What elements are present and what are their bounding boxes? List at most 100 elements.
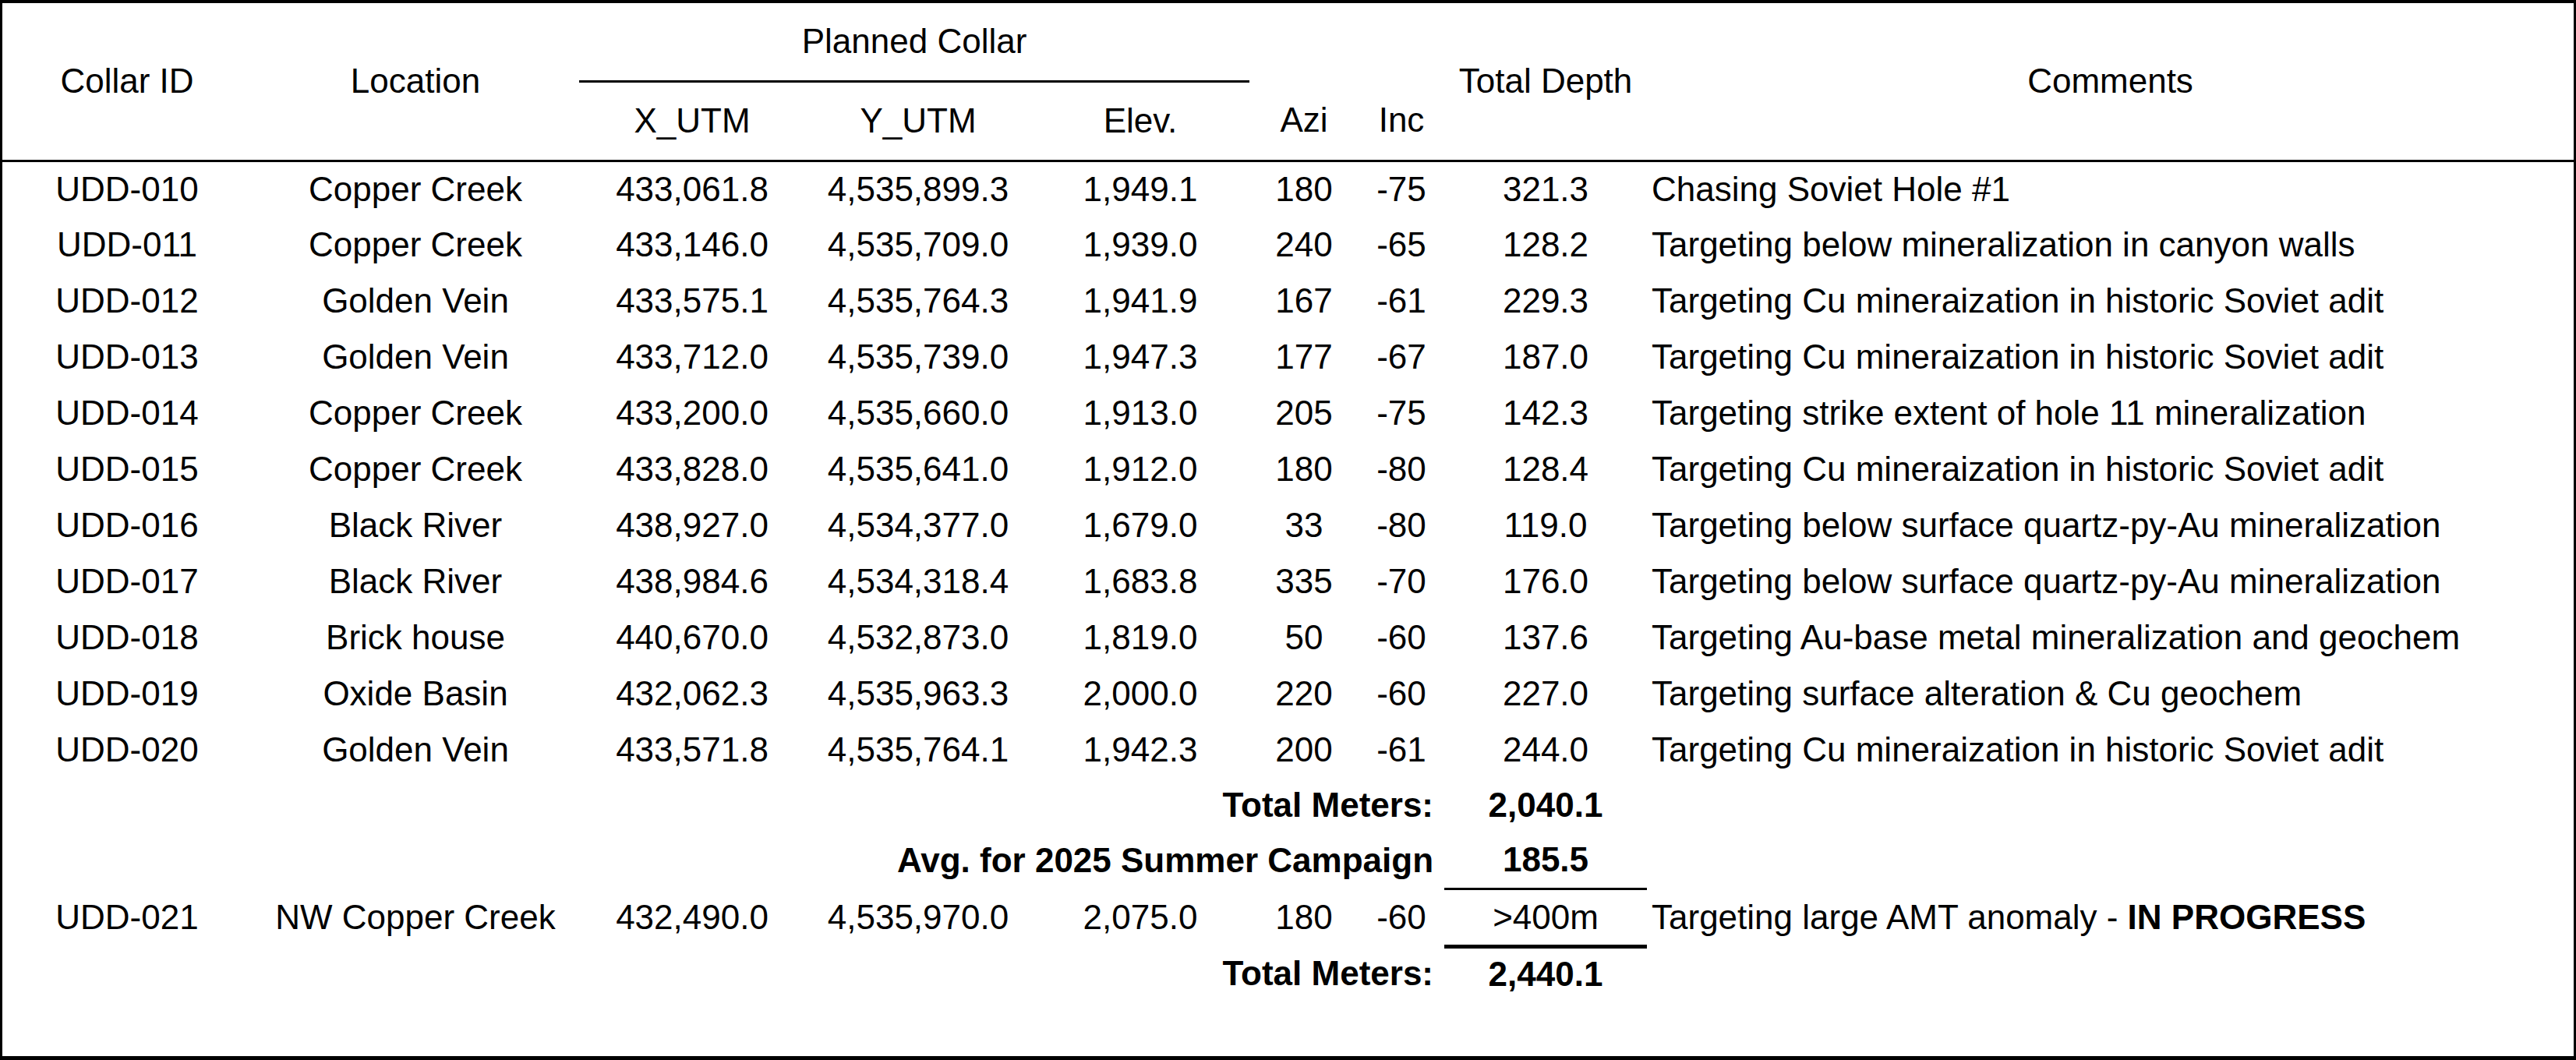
col-header-y-utm: Y_UTM [805,81,1031,161]
cell-total-depth: >400m [1444,889,1647,946]
cell-comment: Targeting below surface quartz-py-Au min… [1647,497,2574,553]
cell-azi: 50 [1249,610,1359,666]
cell-x-utm: 432,490.0 [579,889,805,946]
cell-location: Oxide Basin [252,666,579,722]
cell-collar-id: UDD-014 [2,385,252,441]
table-row: UDD-013 Golden Vein 433,712.0 4,535,739.… [2,329,2574,385]
table-row: UDD-012 Golden Vein 433,575.1 4,535,764.… [2,273,2574,329]
cell-location: Golden Vein [252,722,579,778]
cell-inc: -61 [1359,722,1444,778]
cell-elev: 2,075.0 [1031,889,1249,946]
cell-x-utm: 438,927.0 [579,497,805,553]
cell-comment: Targeting Au-base metal mineralization a… [1647,610,2574,666]
cell-y-utm: 4,535,764.3 [805,273,1031,329]
cell-azi: 177 [1249,329,1359,385]
table-row: UDD-014 Copper Creek 433,200.0 4,535,660… [2,385,2574,441]
cell-comment: Targeting Cu mineraization in historic S… [1647,441,2574,497]
drill-collar-table: Collar ID Location Planned Collar Azi In… [2,3,2574,1056]
table-row: UDD-020 Golden Vein 433,571.8 4,535,764.… [2,722,2574,778]
cell-inc: -60 [1359,610,1444,666]
cell-inc: -80 [1359,497,1444,553]
cell-elev: 1,679.0 [1031,497,1249,553]
cell-inc: -60 [1359,666,1444,722]
cell-y-utm: 4,535,963.3 [805,666,1031,722]
total-meters-value: 2,040.1 [1444,778,1647,832]
cell-inc: -67 [1359,329,1444,385]
cell-comment: Targeting large AMT anomaly - IN PROGRES… [1647,889,2574,946]
cell-total-depth: 128.2 [1444,217,1647,273]
cell-azi: 180 [1249,889,1359,946]
in-progress-row: UDD-021 NW Copper Creek 432,490.0 4,535,… [2,889,2574,946]
cell-collar-id: UDD-015 [2,441,252,497]
cell-x-utm: 433,712.0 [579,329,805,385]
cell-y-utm: 4,535,709.0 [805,217,1031,273]
cell-elev: 1,941.9 [1031,273,1249,329]
total-meters-label: Total Meters: [2,778,1444,832]
cell-azi: 33 [1249,497,1359,553]
cell-total-depth: 227.0 [1444,666,1647,722]
cell-collar-id: UDD-019 [2,666,252,722]
cell-comment: Targeting Cu mineraization in historic S… [1647,329,2574,385]
cell-total-depth: 176.0 [1444,553,1647,610]
cell-elev: 1,819.0 [1031,610,1249,666]
grand-total-label: Total Meters: [2,946,1444,1001]
cell-azi: 205 [1249,385,1359,441]
cell-x-utm: 433,061.8 [579,161,805,217]
table-row: UDD-017 Black River 438,984.6 4,534,318.… [2,553,2574,610]
cell-collar-id: UDD-017 [2,553,252,610]
average-label: Avg. for 2025 Summer Campaign [2,832,1444,889]
cell-total-depth: 229.3 [1444,273,1647,329]
cell-azi: 180 [1249,441,1359,497]
cell-total-depth: 321.3 [1444,161,1647,217]
cell-collar-id: UDD-021 [2,889,252,946]
cell-total-depth: 187.0 [1444,329,1647,385]
cell-x-utm: 438,984.6 [579,553,805,610]
table-header: Collar ID Location Planned Collar Azi In… [2,3,2574,161]
total-meters-row: Total Meters: 2,040.1 [2,778,2574,832]
cell-comment: Targeting Cu mineraization in historic S… [1647,722,2574,778]
cell-y-utm: 4,535,660.0 [805,385,1031,441]
average-value: 185.5 [1444,832,1647,889]
comment-in-progress-text: IN PROGRESS [2128,898,2366,936]
drill-collar-table-page: { "colors": { "text": "#000000", "backgr… [0,0,2576,1060]
cell-x-utm: 433,828.0 [579,441,805,497]
cell-location: Brick house [252,610,579,666]
cell-total-depth: 142.3 [1444,385,1647,441]
spacer [2,1001,2574,1056]
col-header-x-utm: X_UTM [579,81,805,161]
cell-azi: 220 [1249,666,1359,722]
cell-azi: 240 [1249,217,1359,273]
grand-total-value: 2,440.1 [1444,946,1647,1001]
cell-elev: 1,683.8 [1031,553,1249,610]
spacer-row [2,1001,2574,1056]
cell-collar-id: UDD-016 [2,497,252,553]
col-header-elev: Elev. [1031,81,1249,161]
cell-azi: 200 [1249,722,1359,778]
col-header-azi: Azi [1249,3,1359,161]
cell-total-depth: 119.0 [1444,497,1647,553]
cell-location: Black River [252,553,579,610]
cell-elev: 1,913.0 [1031,385,1249,441]
header-row-top: Collar ID Location Planned Collar Azi In… [2,3,2574,81]
cell-x-utm: 440,670.0 [579,610,805,666]
table-row: UDD-011 Copper Creek 433,146.0 4,535,709… [2,217,2574,273]
empty-cell [1647,832,2574,889]
col-header-inc: Inc [1359,3,1444,161]
col-header-location: Location [252,3,579,161]
cell-collar-id: UDD-020 [2,722,252,778]
cell-elev: 2,000.0 [1031,666,1249,722]
cell-inc: -70 [1359,553,1444,610]
cell-x-utm: 432,062.3 [579,666,805,722]
cell-comment: Targeting below surface quartz-py-Au min… [1647,553,2574,610]
cell-azi: 180 [1249,161,1359,217]
cell-azi: 167 [1249,273,1359,329]
col-header-collar-id: Collar ID [2,3,252,161]
cell-elev: 1,942.3 [1031,722,1249,778]
table-row: UDD-010 Copper Creek 433,061.8 4,535,899… [2,161,2574,217]
cell-x-utm: 433,200.0 [579,385,805,441]
cell-collar-id: UDD-012 [2,273,252,329]
cell-location: Golden Vein [252,329,579,385]
cell-location: Copper Creek [252,161,579,217]
cell-collar-id: UDD-013 [2,329,252,385]
cell-total-depth: 128.4 [1444,441,1647,497]
